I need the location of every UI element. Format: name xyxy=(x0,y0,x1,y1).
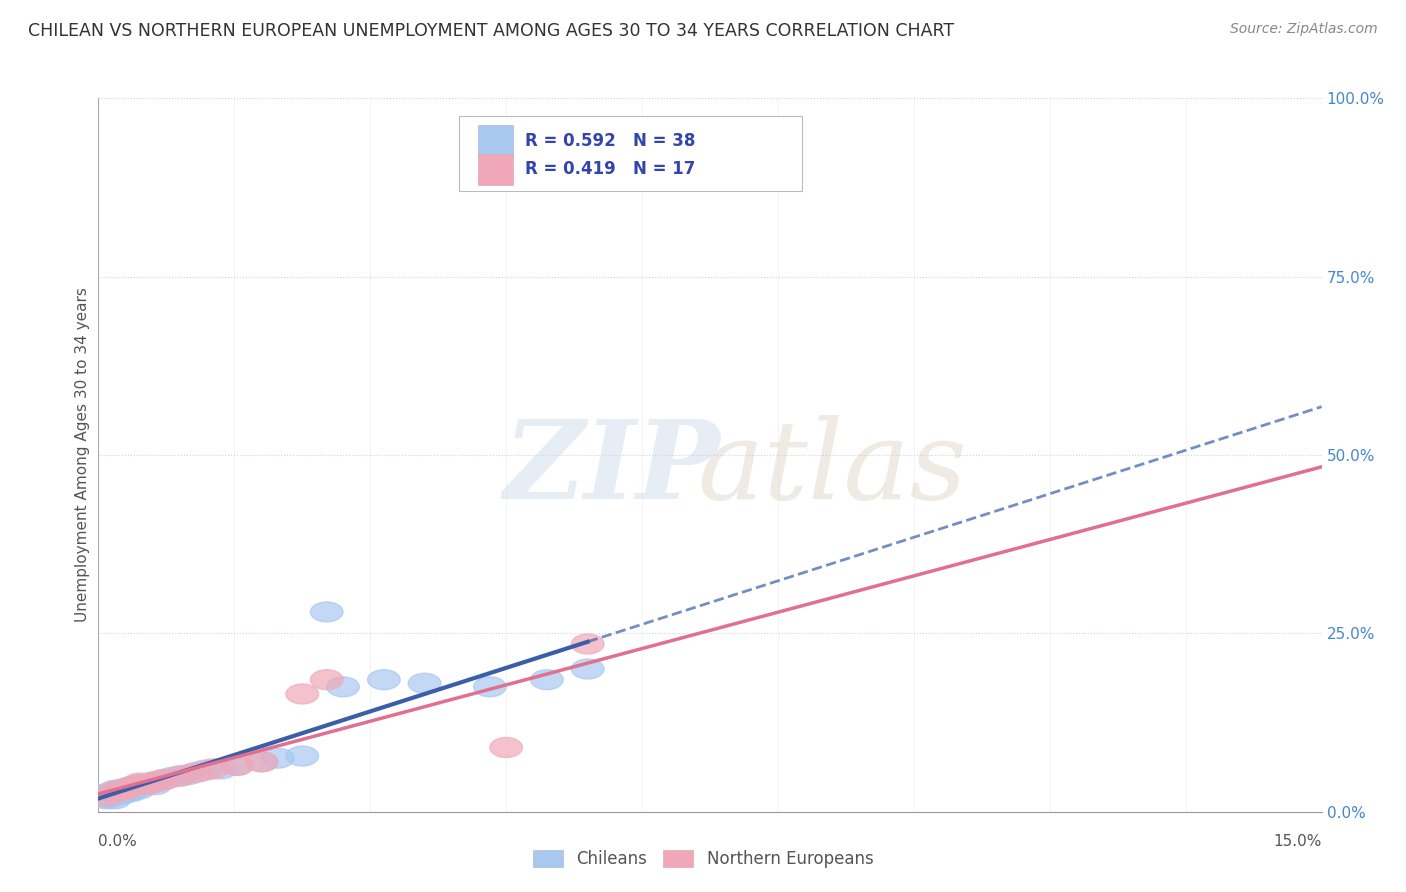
Ellipse shape xyxy=(156,767,188,788)
Ellipse shape xyxy=(530,670,564,690)
Ellipse shape xyxy=(408,673,441,693)
Ellipse shape xyxy=(107,784,139,804)
Ellipse shape xyxy=(148,770,180,789)
FancyBboxPatch shape xyxy=(478,125,513,157)
Ellipse shape xyxy=(115,781,148,802)
Ellipse shape xyxy=(122,779,156,799)
Text: CHILEAN VS NORTHERN EUROPEAN UNEMPLOYMENT AMONG AGES 30 TO 34 YEARS CORRELATION : CHILEAN VS NORTHERN EUROPEAN UNEMPLOYMEN… xyxy=(28,22,955,40)
Ellipse shape xyxy=(180,763,212,782)
Ellipse shape xyxy=(311,670,343,690)
Ellipse shape xyxy=(107,780,139,800)
Ellipse shape xyxy=(571,634,605,654)
Ellipse shape xyxy=(245,752,278,772)
Ellipse shape xyxy=(172,764,204,785)
Ellipse shape xyxy=(163,766,197,786)
Ellipse shape xyxy=(311,602,343,622)
Ellipse shape xyxy=(139,772,172,792)
Ellipse shape xyxy=(98,781,131,802)
Ellipse shape xyxy=(90,784,122,804)
Ellipse shape xyxy=(98,789,131,809)
Ellipse shape xyxy=(221,756,253,775)
Ellipse shape xyxy=(115,777,148,797)
Ellipse shape xyxy=(139,772,172,792)
Ellipse shape xyxy=(163,766,197,786)
Ellipse shape xyxy=(474,677,506,697)
Ellipse shape xyxy=(90,786,122,806)
Ellipse shape xyxy=(122,773,156,793)
Ellipse shape xyxy=(489,738,523,757)
Legend: Chileans, Northern Europeans: Chileans, Northern Europeans xyxy=(526,843,880,875)
Ellipse shape xyxy=(107,779,139,799)
Ellipse shape xyxy=(98,786,131,806)
Ellipse shape xyxy=(90,789,122,809)
Y-axis label: Unemployment Among Ages 30 to 34 years: Unemployment Among Ages 30 to 34 years xyxy=(75,287,90,623)
Ellipse shape xyxy=(204,759,238,779)
Ellipse shape xyxy=(90,788,122,807)
Ellipse shape xyxy=(107,780,139,800)
Ellipse shape xyxy=(90,786,122,806)
Ellipse shape xyxy=(115,777,148,797)
Ellipse shape xyxy=(285,684,319,704)
Ellipse shape xyxy=(115,780,148,800)
Text: Source: ZipAtlas.com: Source: ZipAtlas.com xyxy=(1230,22,1378,37)
Text: ZIP: ZIP xyxy=(503,416,720,523)
Ellipse shape xyxy=(188,760,221,780)
Ellipse shape xyxy=(122,774,156,795)
Ellipse shape xyxy=(245,752,278,772)
Text: R = 0.592   N = 38: R = 0.592 N = 38 xyxy=(526,132,696,150)
Ellipse shape xyxy=(139,774,172,795)
Ellipse shape xyxy=(262,748,294,768)
Text: 0.0%: 0.0% xyxy=(98,834,138,849)
Ellipse shape xyxy=(197,759,229,779)
Ellipse shape xyxy=(326,677,360,697)
Ellipse shape xyxy=(221,756,253,775)
Ellipse shape xyxy=(131,774,163,795)
Ellipse shape xyxy=(367,670,401,690)
Text: R = 0.419   N = 17: R = 0.419 N = 17 xyxy=(526,161,696,178)
Ellipse shape xyxy=(98,784,131,804)
Ellipse shape xyxy=(571,659,605,679)
Ellipse shape xyxy=(148,770,180,789)
Ellipse shape xyxy=(98,781,131,802)
Ellipse shape xyxy=(285,746,319,766)
Ellipse shape xyxy=(107,781,139,802)
FancyBboxPatch shape xyxy=(460,116,801,191)
FancyBboxPatch shape xyxy=(478,153,513,186)
Text: atlas: atlas xyxy=(697,416,967,523)
Ellipse shape xyxy=(131,773,163,793)
Text: 15.0%: 15.0% xyxy=(1274,834,1322,849)
Ellipse shape xyxy=(98,780,131,800)
